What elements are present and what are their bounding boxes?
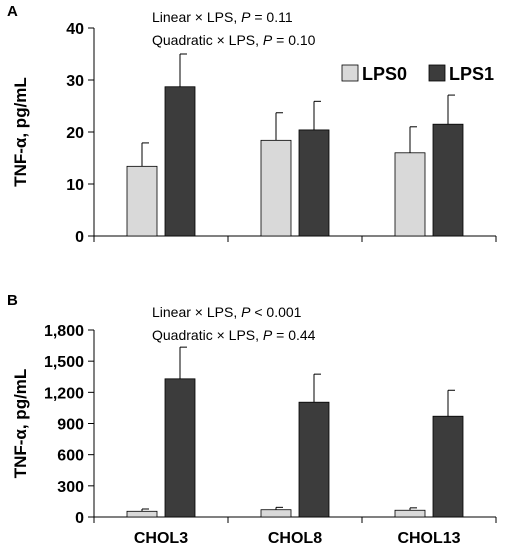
y-axis-label: TNF-α, pg/mL — [11, 77, 30, 187]
bar-lps0-chol8 — [260, 509, 292, 518]
x-category-label: CHOL3 — [134, 530, 188, 547]
y-tick-label: 1,200 — [44, 385, 84, 402]
bar-lps0-chol8 — [260, 139, 292, 237]
y-tick-label: 40 — [66, 21, 84, 38]
panel-letter: A — [7, 3, 18, 20]
y-tick-label: 30 — [66, 73, 84, 90]
legend-label-lps1: LPS1 — [449, 64, 494, 84]
y-tick-label: 1,500 — [44, 354, 84, 371]
bar-lps0-chol13 — [394, 152, 426, 237]
x-category-label: CHOL13 — [397, 530, 460, 547]
legend-swatch-lps1 — [428, 64, 446, 82]
bar-lps1-chol13 — [432, 123, 464, 237]
panel-letter: B — [7, 292, 18, 309]
bar-lps0-chol3 — [126, 165, 158, 237]
x-category-label: CHOL8 — [268, 530, 322, 547]
bar-lps1-chol8 — [298, 129, 330, 237]
bar-lps0-chol13 — [394, 509, 426, 518]
bar-lps0-chol3 — [126, 510, 158, 518]
y-tick-label: 1,800 — [44, 323, 84, 340]
stat-annotation-2: Quadratic × LPS, P = 0.44 — [152, 327, 316, 343]
y-tick-label: 0 — [75, 510, 84, 527]
bar-lps1-chol3 — [164, 378, 196, 518]
legend-swatch-lps0 — [341, 64, 359, 82]
legend: LPS0 LPS1 — [341, 64, 494, 84]
stat-annotation-1: Linear × LPS, P < 0.001 — [152, 304, 302, 320]
panel-B: B Linear × LPS, P < 0.001 Quadratic × LPS,… — [7, 292, 497, 547]
bar-lps1-chol13 — [432, 415, 464, 518]
stat-annotation-2: Quadratic × LPS, P = 0.10 — [152, 32, 316, 48]
legend-label-lps0: LPS0 — [362, 64, 407, 84]
y-tick-label: 300 — [57, 479, 84, 496]
stat-annotation-1: Linear × LPS, P = 0.11 — [152, 9, 293, 25]
bar-lps1-chol8 — [298, 401, 330, 518]
panel-A: A Linear × LPS, P = 0.11 Quadratic × LPS, … — [7, 3, 497, 246]
y-tick-label: 0 — [75, 229, 84, 246]
y-tick-label: 600 — [57, 448, 84, 465]
y-tick-label: 10 — [66, 177, 84, 194]
y-axis-label: TNF-α, pg/mL — [11, 369, 30, 479]
y-tick-label: 20 — [66, 125, 84, 142]
bar-lps1-chol3 — [164, 86, 196, 237]
y-tick-label: 900 — [57, 417, 84, 434]
